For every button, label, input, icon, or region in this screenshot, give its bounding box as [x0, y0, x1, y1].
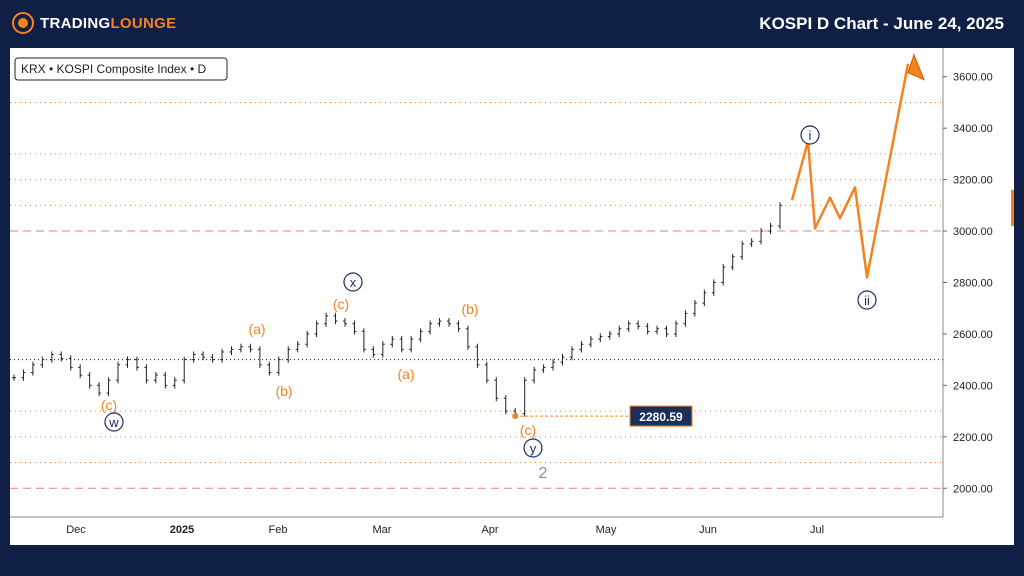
- wave-label: (a): [248, 321, 265, 337]
- wave-label: y: [530, 441, 537, 456]
- x-tick-label: Feb: [269, 524, 288, 536]
- footer-bar: [0, 545, 1024, 576]
- logo-icon: [12, 12, 34, 34]
- chart-title: KOSPI D Chart - June 24, 2025: [759, 14, 1004, 33]
- y-tick-label: 2800.00: [953, 278, 993, 290]
- projection-arrow-head: [907, 53, 925, 81]
- wave-label: w: [108, 415, 119, 430]
- brand-name: TRADINGLOUNGE: [40, 15, 176, 32]
- x-tick-label: Jun: [699, 524, 717, 536]
- chart-header: TRADINGLOUNGE KOSPI D Chart - June 24, 2…: [0, 0, 1024, 48]
- wave-label: (a): [397, 366, 414, 382]
- wave-label-circle: [857, 290, 877, 310]
- wave-label: (b): [275, 383, 292, 399]
- wave-label: 2: [539, 465, 548, 482]
- brand-logo: TRADINGLOUNGE: [12, 12, 176, 34]
- wave-label-circle: [343, 272, 363, 292]
- brand-part2: LOUNGE: [110, 14, 177, 32]
- x-tick-label: 2025: [170, 524, 194, 536]
- symbol-label: KRX • KOSPI Composite Index • D: [21, 62, 206, 76]
- y-tick-label: 2600.00: [953, 329, 993, 341]
- low-marker-dot: [512, 413, 519, 420]
- wave-label-circle: [800, 125, 820, 145]
- y-tick-label: 2200.00: [953, 432, 993, 444]
- wave-label: (b): [461, 301, 478, 317]
- x-tick-label: Apr: [481, 524, 498, 536]
- chart-panel[interactable]: 2280.59 (c) w (a) (b) (c) x (a) (b) (c) y 2 i ii 200…: [10, 48, 1014, 545]
- y-tick-label: 3200.00: [953, 175, 993, 187]
- x-tick-label: May: [596, 524, 617, 536]
- wave-label: (c): [333, 296, 349, 312]
- wave-label: (c): [520, 422, 536, 438]
- x-tick-label: Dec: [66, 524, 86, 536]
- y-tick-label: 3000.00: [953, 226, 993, 238]
- low-value-label: 2280.59: [639, 410, 683, 424]
- projection-path: [790, 63, 910, 279]
- x-tick-label: Jul: [810, 524, 824, 536]
- y-tick-label: 2400.00: [953, 380, 993, 392]
- wave-label: (c): [101, 397, 117, 413]
- wave-label: ii: [864, 293, 870, 308]
- y-tick-label: 3400.00: [953, 123, 993, 135]
- wave-label-circle: [104, 412, 124, 432]
- wave-label: x: [350, 275, 357, 290]
- symbol-label-box: KRX • KOSPI Composite Index • D: [14, 57, 228, 81]
- price-marker: [1011, 189, 1014, 226]
- y-tick-label: 3600.00: [953, 72, 993, 84]
- wave-label: i: [809, 128, 812, 143]
- brand-part1: TRADING: [40, 14, 111, 32]
- wave-label-circle: [523, 438, 543, 458]
- x-tick-label: Mar: [373, 524, 392, 536]
- y-tick-label: 2000.00: [953, 483, 993, 495]
- low-value-box: [629, 405, 693, 427]
